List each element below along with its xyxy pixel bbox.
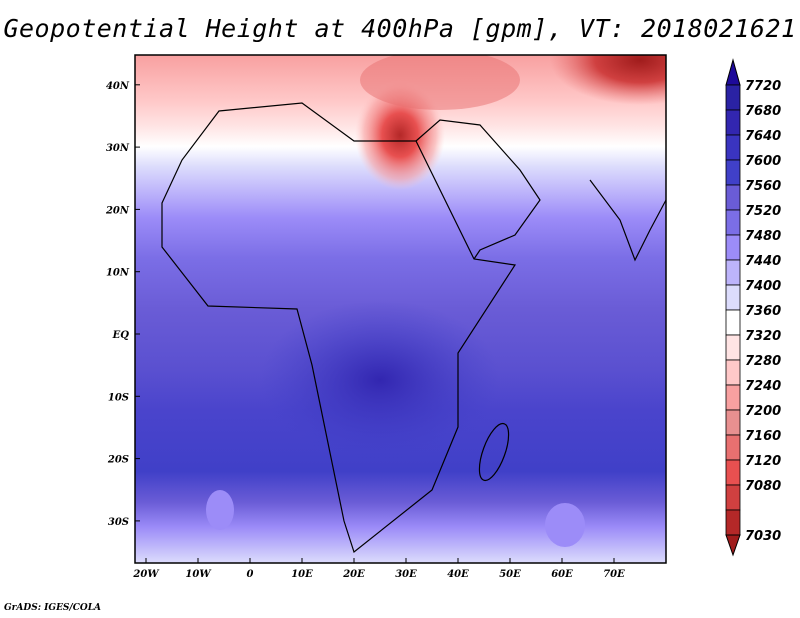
low-band-mediterranean xyxy=(360,55,520,110)
colorbar-box xyxy=(725,509,741,536)
lon-tick-label: 40E xyxy=(447,569,469,580)
colorbar-label: 7200 xyxy=(745,404,781,419)
colorbar-label: 7280 xyxy=(745,354,781,369)
credit-label: GrADS: IGES/COLA xyxy=(4,603,102,613)
colorbar-box xyxy=(725,484,741,511)
lon-tick-label: 0 xyxy=(247,569,254,580)
colorbar-label: 7480 xyxy=(745,229,781,244)
colorbar-box xyxy=(725,459,741,486)
lon-tick-label: 50E xyxy=(499,569,521,580)
colorbar-label: 7080 xyxy=(745,479,781,494)
colorbar-label: 7440 xyxy=(745,254,781,269)
india-coastline xyxy=(589,179,666,262)
colorbar-box xyxy=(725,384,741,411)
colorbar-box xyxy=(725,434,741,461)
colorbar-label: 7640 xyxy=(745,129,781,144)
colorbar-box xyxy=(725,134,741,161)
colorbar-label: 7560 xyxy=(745,179,781,194)
map-title: Geopotential Height at 400hPa [gpm], VT:… xyxy=(3,14,797,43)
lon-tick-label: 60E xyxy=(551,569,573,580)
lat-tick-label: 10S xyxy=(108,392,129,403)
colorbar-box xyxy=(725,109,741,136)
lon-tick-label: 10W xyxy=(185,569,212,580)
colorbar-box xyxy=(725,409,741,436)
colorbar-label: 7720 xyxy=(745,79,781,94)
colorbar: 7720 7680 7640 7600 7560 7520 7480 7440 7400 7360… xyxy=(725,58,781,557)
colorbar-box xyxy=(725,84,741,111)
lat-tick-label: 10N xyxy=(106,268,130,279)
lon-tick-label: 30E xyxy=(395,569,417,580)
colorbar-bottom-arrow xyxy=(725,534,741,557)
colorbar-box xyxy=(725,159,741,186)
colorbar-label: 7120 xyxy=(745,454,781,469)
madagascar-coastline xyxy=(478,422,510,482)
plot-frame xyxy=(134,54,667,564)
colorbar-box xyxy=(725,359,741,386)
colorbar-box xyxy=(725,334,741,361)
colorbar-top-arrow xyxy=(725,58,741,86)
colorbar-label: 7030 xyxy=(745,529,781,544)
lat-tick-label: 30N xyxy=(106,143,130,154)
pale-patch-indian xyxy=(545,503,585,547)
lon-tick-label: 20E xyxy=(342,569,365,580)
colorbar-label: 7680 xyxy=(745,104,781,119)
lat-tick-label: 40N xyxy=(106,81,130,92)
colorbar-label: 7320 xyxy=(745,329,781,344)
colorbar-box xyxy=(725,284,741,311)
colorbar-box xyxy=(725,209,741,236)
pale-patch-atlantic xyxy=(206,490,234,530)
colorbar-box xyxy=(725,184,741,211)
lon-tick-label: 20W xyxy=(132,569,160,580)
colorbar-box xyxy=(725,234,741,261)
colorbar-label: 7360 xyxy=(745,304,781,319)
lat-tick-label: 20S xyxy=(107,455,129,466)
colorbar-label: 7160 xyxy=(745,429,781,444)
arabia-coastline xyxy=(415,119,541,260)
lat-tick-label: 20N xyxy=(105,205,130,216)
lon-tick-label: 10E xyxy=(291,569,313,580)
low-center-asia xyxy=(550,55,666,105)
africa-coastline xyxy=(161,102,517,554)
colorbar-label: 7240 xyxy=(745,379,781,394)
high-center-africa xyxy=(260,300,500,460)
colorbar-label: 7520 xyxy=(745,204,781,219)
colorbar-label: 7400 xyxy=(745,279,781,294)
lon-tick-label: 70E xyxy=(603,569,625,580)
colorbar-label: 7600 xyxy=(745,154,781,169)
colorbar-box xyxy=(725,259,741,286)
lat-tick-label: 30S xyxy=(108,517,129,528)
lat-tick-label: EQ xyxy=(112,330,130,341)
colorbar-box xyxy=(725,309,741,336)
